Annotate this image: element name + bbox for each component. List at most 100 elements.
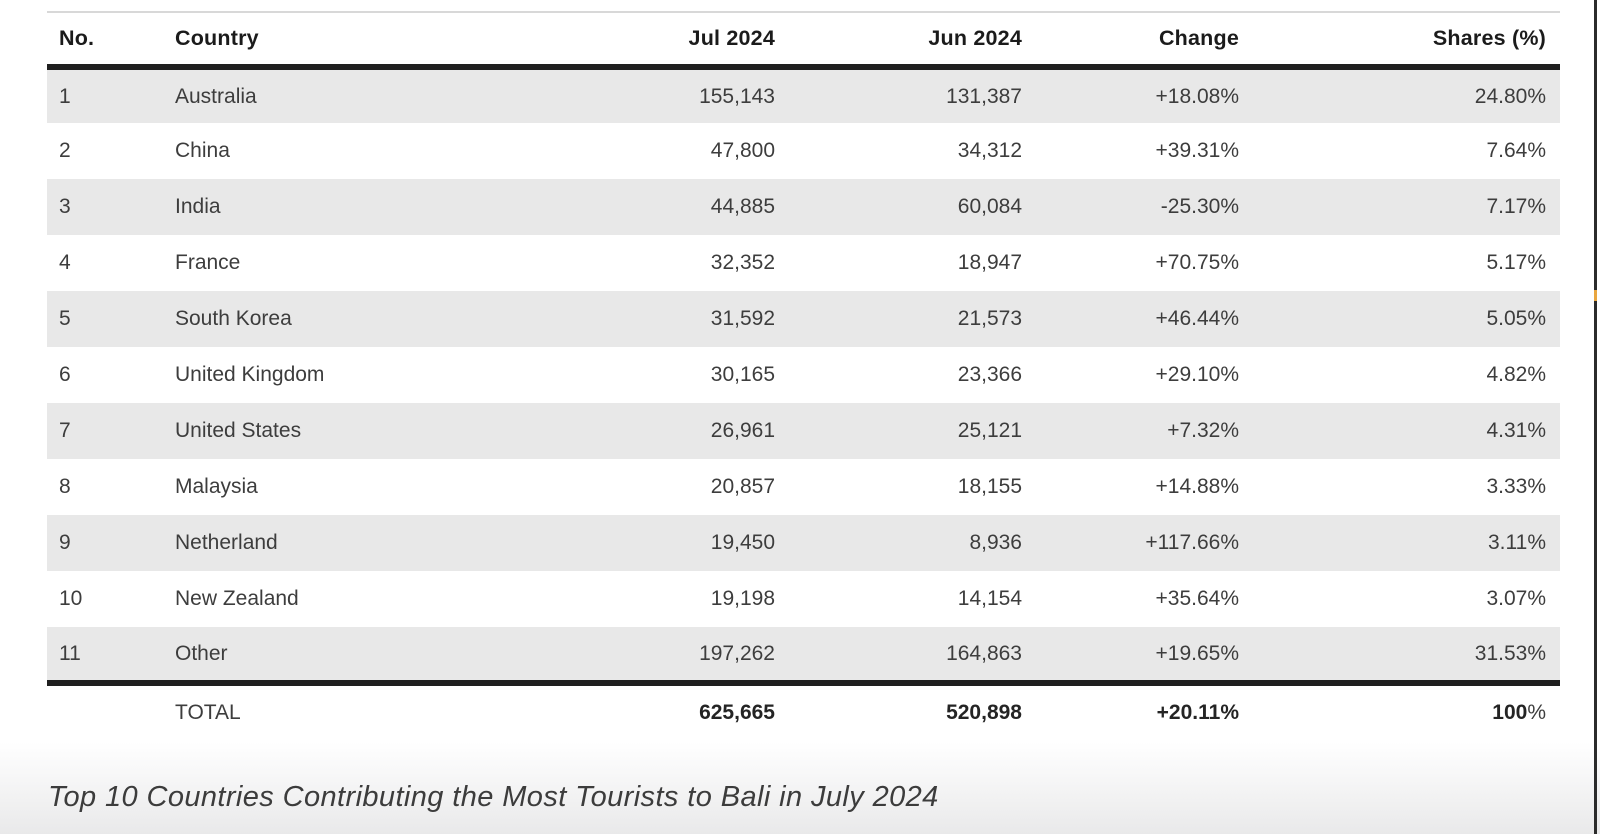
cell-shares: 3.33% xyxy=(1486,475,1546,498)
table-row: 9 Netherland 19,450 8,936 +117.66% 3.11% xyxy=(47,515,1560,571)
cell-country: France xyxy=(175,251,241,274)
cell-change: +46.44% xyxy=(1155,307,1240,330)
cell-jun: 18,155 xyxy=(957,475,1022,498)
table-row: 10 New Zealand 19,198 14,154 +35.64% 3.07% xyxy=(47,571,1560,627)
cell-jun: 8,936 xyxy=(969,531,1022,554)
cell-no: 4 xyxy=(59,251,71,274)
cell-shares: 4.82% xyxy=(1486,363,1546,386)
total-shares-value: 100 xyxy=(1492,700,1528,724)
cell-no: 8 xyxy=(59,475,71,498)
scrollbar-marker xyxy=(1594,290,1597,301)
cell-country: United States xyxy=(175,419,302,442)
cell-jul: 19,198 xyxy=(710,587,775,610)
cell-change: +39.31% xyxy=(1155,139,1240,162)
tourist-arrivals-table: No. Country Jul 2024 Jun 2024 Change Shares (… xyxy=(47,11,1560,739)
table-row: 5 South Korea 31,592 21,573 +46.44% 5.05% xyxy=(47,291,1560,347)
total-label: TOTAL xyxy=(175,680,560,739)
cell-jul: 44,885 xyxy=(710,195,775,218)
column-header-country: Country xyxy=(175,13,560,70)
cell-country: Malaysia xyxy=(175,475,258,498)
column-header-shares: Shares (%) xyxy=(1239,13,1560,70)
cell-shares: 7.17% xyxy=(1486,195,1546,218)
cell-country: South Korea xyxy=(175,307,292,330)
cell-change: +29.10% xyxy=(1155,363,1240,386)
cell-no: 1 xyxy=(59,84,71,108)
cell-no: 2 xyxy=(59,139,71,162)
table-row: 3 India 44,885 60,084 -25.30% 7.17% xyxy=(47,179,1560,235)
cell-country: Other xyxy=(175,641,228,665)
table-row: 1 Australia 155,143 131,387 +18.08% 24.80% xyxy=(47,67,1560,123)
table-caption: Top 10 Countries Contributing the Most T… xyxy=(48,781,939,813)
table-header-row: No. Country Jul 2024 Jun 2024 Change Shares (… xyxy=(47,13,1560,70)
cell-change: +35.64% xyxy=(1155,587,1240,610)
cell-shares: 5.05% xyxy=(1486,307,1546,330)
cell-change: +117.66% xyxy=(1145,531,1239,554)
total-cell-change: +20.11% xyxy=(1022,680,1239,739)
cell-jul: 32,352 xyxy=(710,251,775,274)
total-shares-percent-sign: % xyxy=(1527,700,1546,724)
cell-shares: 4.31% xyxy=(1486,419,1546,442)
cell-shares: 31.53% xyxy=(1474,641,1546,665)
cell-shares: 24.80% xyxy=(1474,84,1546,108)
table-body: 1 Australia 155,143 131,387 +18.08% 24.80% 2 Ch… xyxy=(47,67,1560,683)
cell-change: +70.75% xyxy=(1155,251,1240,274)
cell-change: +19.65% xyxy=(1155,641,1240,665)
cell-change: +14.88% xyxy=(1155,475,1240,498)
cell-jun: 14,154 xyxy=(957,587,1022,610)
cell-no: 9 xyxy=(59,531,71,554)
cell-no: 6 xyxy=(59,363,71,386)
cell-shares: 3.11% xyxy=(1488,531,1546,554)
table-row: 8 Malaysia 20,857 18,155 +14.88% 3.33% xyxy=(47,459,1560,515)
table-row: 2 China 47,800 34,312 +39.31% 7.64% xyxy=(47,123,1560,179)
cell-no: 11 xyxy=(59,641,81,665)
cell-change: -25.30% xyxy=(1160,195,1239,218)
cell-jun: 131,387 xyxy=(946,84,1022,108)
cell-jun: 164,863 xyxy=(946,641,1022,665)
cell-jun: 21,573 xyxy=(957,307,1022,330)
cell-jul: 30,165 xyxy=(710,363,775,386)
cell-country: New Zealand xyxy=(175,587,299,610)
total-row: TOTAL 625,665 520,898 +20.11% 100% xyxy=(47,680,1560,739)
total-cell-jun: 520,898 xyxy=(775,680,1022,739)
cell-jul: 155,143 xyxy=(699,84,775,108)
cell-jun: 25,121 xyxy=(957,419,1022,442)
cell-no: 3 xyxy=(59,195,71,218)
cell-shares: 7.64% xyxy=(1486,139,1546,162)
column-header-jul: Jul 2024 xyxy=(560,13,775,70)
cell-change: +18.08% xyxy=(1155,84,1240,108)
total-cell-shares: 100% xyxy=(1239,680,1560,739)
table-total-row: TOTAL 625,665 520,898 +20.11% 100% xyxy=(47,680,1560,739)
cell-no: 5 xyxy=(59,307,71,330)
column-header-no: No. xyxy=(47,13,175,70)
total-cell-no xyxy=(47,680,175,739)
cell-jun: 34,312 xyxy=(957,139,1022,162)
cell-country: United Kingdom xyxy=(175,363,325,386)
cell-country: China xyxy=(175,139,230,162)
cell-jun: 18,947 xyxy=(957,251,1022,274)
cell-jul: 197,262 xyxy=(699,641,775,665)
table-row: 6 United Kingdom 30,165 23,366 +29.10% 4.82% xyxy=(47,347,1560,403)
cell-country: Netherland xyxy=(175,531,278,554)
cell-change: +7.32% xyxy=(1167,419,1239,442)
scrollbar-track[interactable] xyxy=(1594,0,1597,834)
cell-jul: 19,450 xyxy=(710,531,775,554)
cell-jun: 60,084 xyxy=(957,195,1022,218)
cell-shares: 5.17% xyxy=(1486,251,1546,274)
cell-country: India xyxy=(175,195,221,218)
table-row: 11 Other 197,262 164,863 +19.65% 31.53% xyxy=(47,627,1560,683)
cell-jul: 31,592 xyxy=(710,307,775,330)
cell-shares: 3.07% xyxy=(1486,587,1546,610)
cell-jun: 23,366 xyxy=(957,363,1022,386)
cell-no: 7 xyxy=(59,419,71,442)
data-table: No. Country Jul 2024 Jun 2024 Change Shares (… xyxy=(47,13,1560,739)
table-row: 7 United States 26,961 25,121 +7.32% 4.31% xyxy=(47,403,1560,459)
table-row: 4 France 32,352 18,947 +70.75% 5.17% xyxy=(47,235,1560,291)
column-header-jun: Jun 2024 xyxy=(775,13,1022,70)
cell-jul: 47,800 xyxy=(710,139,775,162)
cell-jul: 26,961 xyxy=(710,419,775,442)
column-header-change: Change xyxy=(1022,13,1239,70)
cell-country: Australia xyxy=(175,84,257,108)
cell-no: 10 xyxy=(59,587,83,610)
cell-jul: 20,857 xyxy=(710,475,775,498)
total-cell-jul: 625,665 xyxy=(560,680,775,739)
